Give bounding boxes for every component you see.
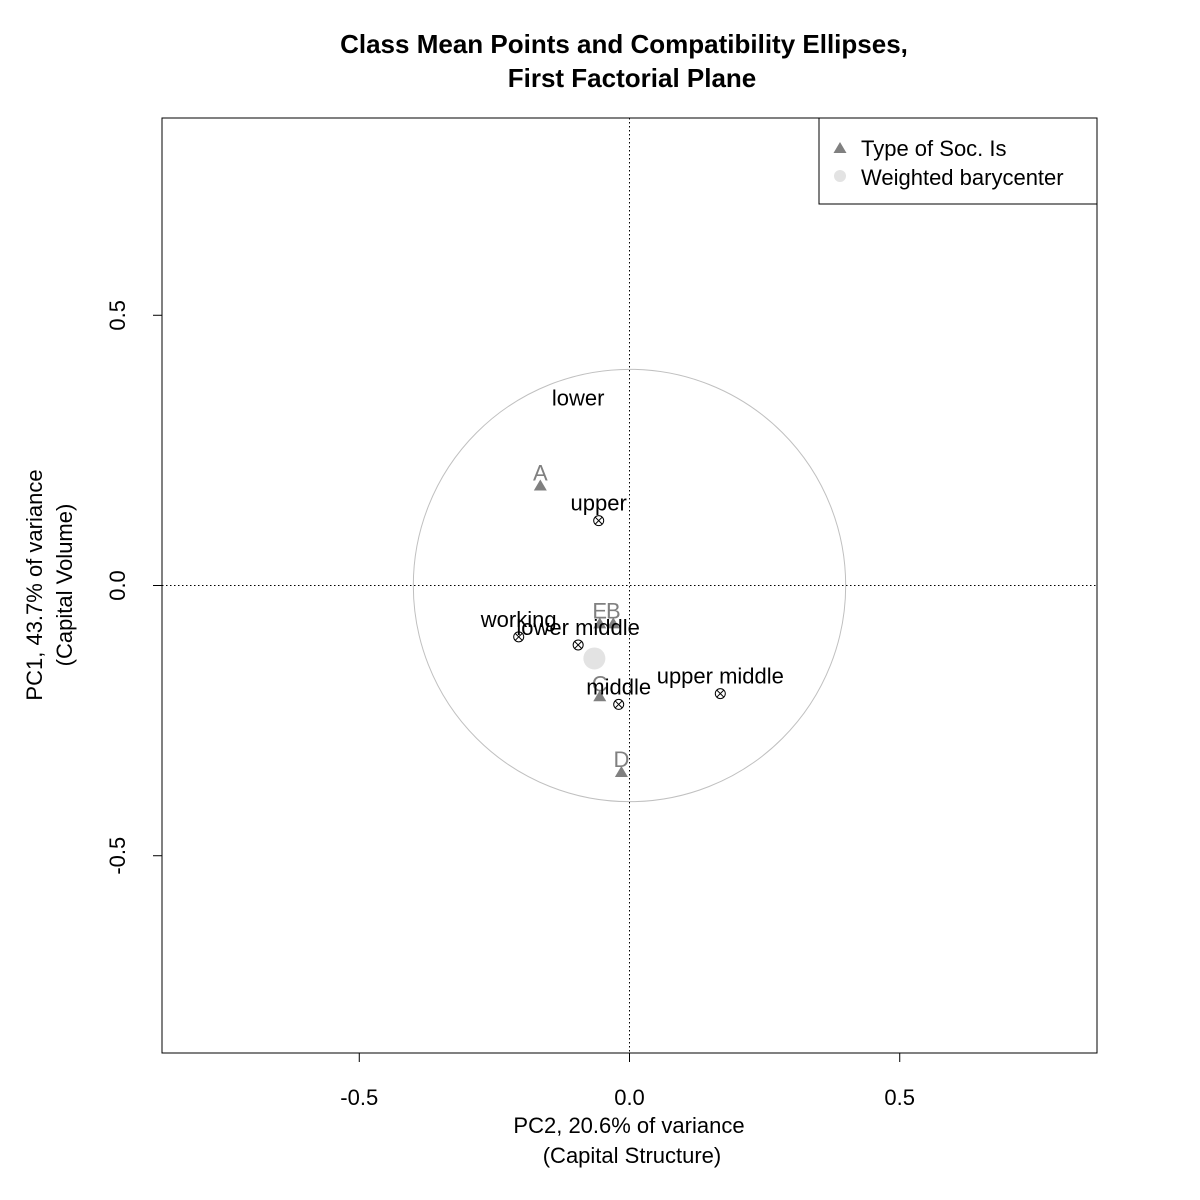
type-point-3 bbox=[593, 690, 607, 702]
class-point-5 bbox=[714, 688, 726, 700]
type-label-4: D bbox=[613, 747, 629, 772]
type-label-2: B bbox=[606, 598, 621, 623]
class-label-4: middle bbox=[586, 674, 651, 699]
type-point-0 bbox=[533, 479, 547, 491]
class-point-4 bbox=[613, 698, 625, 710]
class-label-5: upper middle bbox=[657, 664, 784, 689]
class-point-1 bbox=[593, 515, 605, 527]
legend-label-barycenter: Weighted barycenter bbox=[861, 165, 1064, 190]
type-label-3: C bbox=[592, 671, 608, 696]
legend-circle-icon bbox=[834, 170, 846, 182]
class-point-2 bbox=[513, 631, 525, 643]
type-label-1: E bbox=[592, 598, 607, 623]
class-label-3: lower middle bbox=[516, 615, 640, 640]
y-axis-label-sub: (Capital Volume) bbox=[52, 504, 77, 667]
y-tick-label-1: 0.0 bbox=[105, 570, 130, 601]
barycenter-point bbox=[583, 647, 606, 670]
legend-box bbox=[818, 117, 1098, 205]
y-tick-label-0: -0.5 bbox=[105, 837, 130, 875]
reference-circle bbox=[412, 368, 847, 803]
x-axis-label-sub: (Capital Structure) bbox=[543, 1143, 722, 1168]
class-label-0: lower bbox=[552, 385, 605, 410]
type-point-1 bbox=[593, 617, 607, 629]
chart-subtitle: First Factorial Plane bbox=[508, 63, 757, 93]
y-tick-label-2: 0.5 bbox=[105, 300, 130, 331]
type-point-4 bbox=[614, 765, 628, 777]
legend-label-type: Type of Soc. Is bbox=[861, 136, 1007, 161]
type-label-0: A bbox=[533, 461, 548, 486]
axis-layer: -0.5 0.0 0.5 -0.5 0.0 0.5 bbox=[105, 300, 915, 1110]
x-tick-label-1: 0.0 bbox=[614, 1085, 645, 1110]
legend: Type of Soc. Is Weighted barycenter bbox=[818, 117, 1098, 205]
type-point-2 bbox=[606, 617, 620, 629]
x-tick-label-0: -0.5 bbox=[340, 1085, 378, 1110]
x-tick-label-2: 0.5 bbox=[884, 1085, 915, 1110]
x-axis-label: PC2, 20.6% of variance bbox=[513, 1113, 744, 1138]
chart-title: Class Mean Points and Compatibility Elli… bbox=[340, 29, 908, 59]
legend-triangle-icon bbox=[833, 142, 847, 153]
class-label-1: upper bbox=[571, 491, 627, 516]
class-label-2: working bbox=[480, 607, 557, 632]
y-axis-label: PC1, 43.7% of variance bbox=[22, 469, 47, 700]
class-point-3 bbox=[572, 639, 584, 651]
